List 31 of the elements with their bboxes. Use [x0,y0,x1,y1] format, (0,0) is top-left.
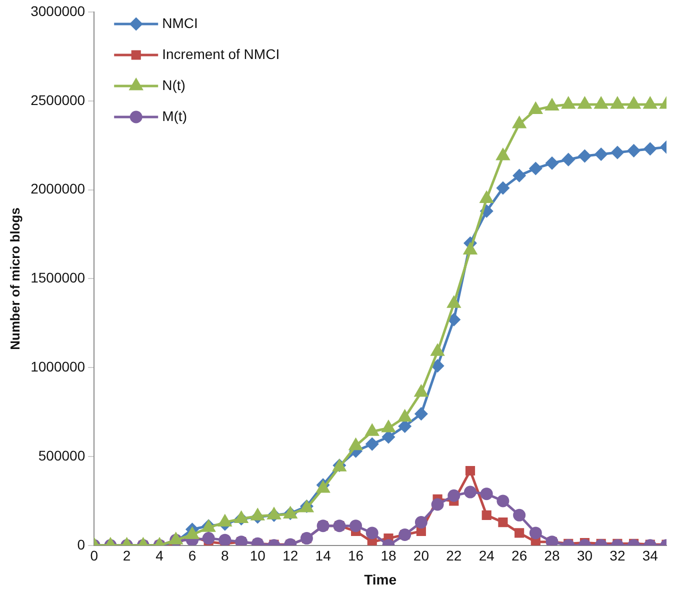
x-tick-label: 2 [122,548,131,564]
x-tick-label: 34 [642,548,658,564]
x-tick-label: 28 [544,548,560,564]
x-tick-label: 30 [576,548,593,564]
y-tick-label: 2500000 [30,92,86,108]
y-tick-label: 1000000 [30,358,86,374]
y-tick-label: 500000 [38,447,86,464]
x-tick-label: 22 [446,548,462,564]
x-tick-label: 8 [221,548,230,564]
y-tick-label: 2000000 [30,180,86,197]
legend-label: NMCI [162,14,198,31]
legend-label: M(t) [162,108,187,124]
x-tick-label: 14 [315,548,332,564]
x-tick-label: 26 [512,548,528,564]
x-tick-label: 18 [380,548,396,564]
x-tick-label: 4 [156,548,164,564]
legend-label: Increment of NMCI [162,46,280,62]
x-tick-label: 6 [188,548,196,564]
x-tick-label: 16 [348,548,364,564]
x-tick-label: 12 [282,548,298,564]
x-axis-title: Time [364,571,397,588]
legend-label: N(t) [162,76,186,93]
y-axis-title: Number of micro blogs [7,208,22,350]
x-tick-label: 20 [413,548,430,564]
y-tick-label: 0 [77,536,86,552]
y-tick-label: 3000000 [30,2,86,19]
y-tick-label: 1500000 [30,270,86,286]
x-tick-label: 32 [610,548,626,564]
x-tick-label: 24 [478,548,495,564]
x-tick-label: 10 [250,548,266,564]
x-tick-label: 0 [90,548,98,564]
